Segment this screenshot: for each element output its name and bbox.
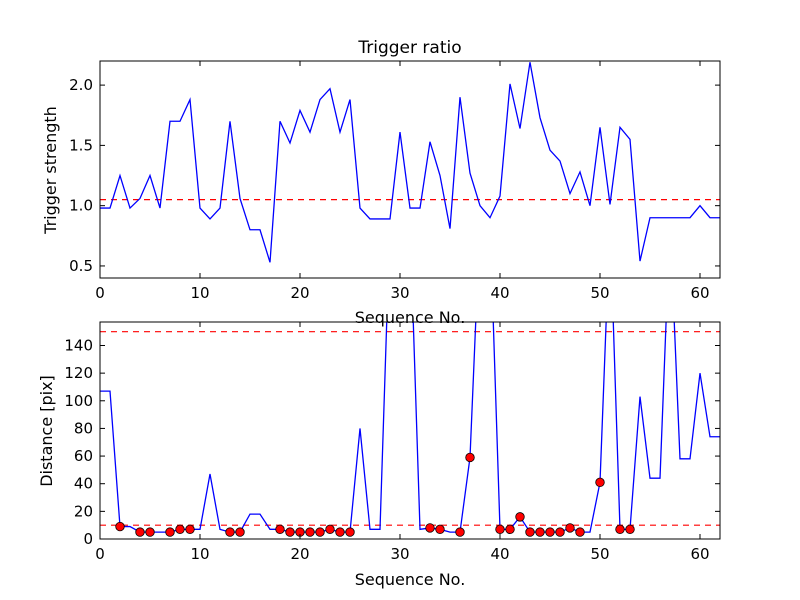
axes-frame [99,321,721,540]
series-line [100,62,720,263]
trigger-ratio-axes: Trigger ratio Sequence No. Trigger stren… [41,38,721,327]
data-point-marker [515,512,525,522]
plot-area [100,322,720,533]
y-tick-label: 100 [64,392,93,410]
data-point-marker [285,527,295,537]
data-point-marker [615,524,625,535]
x-tick-label: 10 [190,284,209,302]
y-tick-label: 1.5 [69,136,93,154]
data-point-marker [625,524,635,535]
x-tick-label: 60 [690,545,709,563]
x-tick-label: 30 [390,545,409,563]
data-point-marker [305,527,315,537]
data-point-marker [315,527,325,537]
x-tick-label: 50 [590,284,609,302]
data-point-marker [505,524,515,535]
y-tick-label: 2.0 [69,76,93,94]
x-tick-label: 40 [490,545,509,563]
data-point-marker [465,452,475,463]
series-line [100,322,720,533]
data-point-marker [225,527,235,537]
data-point-marker [455,527,465,537]
y-tick-label: 120 [64,364,93,382]
plot-area [100,62,720,263]
data-point-marker [175,524,185,535]
x-tick-label: 20 [290,284,309,302]
y-tick-label: 0.5 [69,257,93,275]
x-tick-label: 30 [390,284,409,302]
data-point-marker [185,524,195,535]
axes-frame [99,60,721,279]
data-point-marker [235,527,245,537]
data-point-marker [345,527,355,537]
data-point-marker [595,477,605,488]
y-tick-label: 140 [64,336,93,354]
x-tick-label: 0 [95,545,105,563]
y-tick-label: 1.0 [69,197,93,215]
data-point-marker [335,527,345,537]
x-tick-label: 60 [690,284,709,302]
data-point-marker [565,523,575,533]
y-tick-label: 60 [74,447,93,465]
x-axis-label: Sequence No. [355,308,466,327]
x-tick-label: 50 [590,545,609,563]
data-point-marker [495,524,505,535]
x-tick-label: 40 [490,284,509,302]
x-tick-label: 10 [190,545,209,563]
y-axis-label: Distance [pix] [37,375,56,487]
data-point-marker [135,527,145,537]
y-tick-label: 20 [74,502,93,520]
data-point-marker [555,527,565,537]
data-point-marker [165,527,175,537]
y-tick-label: 0 [83,530,93,548]
data-point-marker [425,523,435,533]
data-point-marker [575,527,585,537]
y-axis-label: Trigger strength [41,106,60,235]
x-tick-label: 20 [290,545,309,563]
x-axis-label: Sequence No. [355,570,466,589]
data-point-marker [535,527,545,537]
data-point-marker [325,524,335,535]
x-tick-label: 0 [95,284,105,302]
y-tick-label: 40 [74,475,93,493]
data-point-marker [275,524,285,535]
data-point-marker [545,527,555,537]
distance-axes: Sequence No. Distance [pix] 0 10 20 30 40 50 6… [37,321,721,589]
chart-title: Trigger ratio [357,38,461,58]
y-tick-label: 80 [74,419,93,437]
data-point-marker [115,521,125,532]
data-point-marker [435,524,445,535]
data-point-marker [145,527,155,537]
data-point-marker [525,527,535,537]
